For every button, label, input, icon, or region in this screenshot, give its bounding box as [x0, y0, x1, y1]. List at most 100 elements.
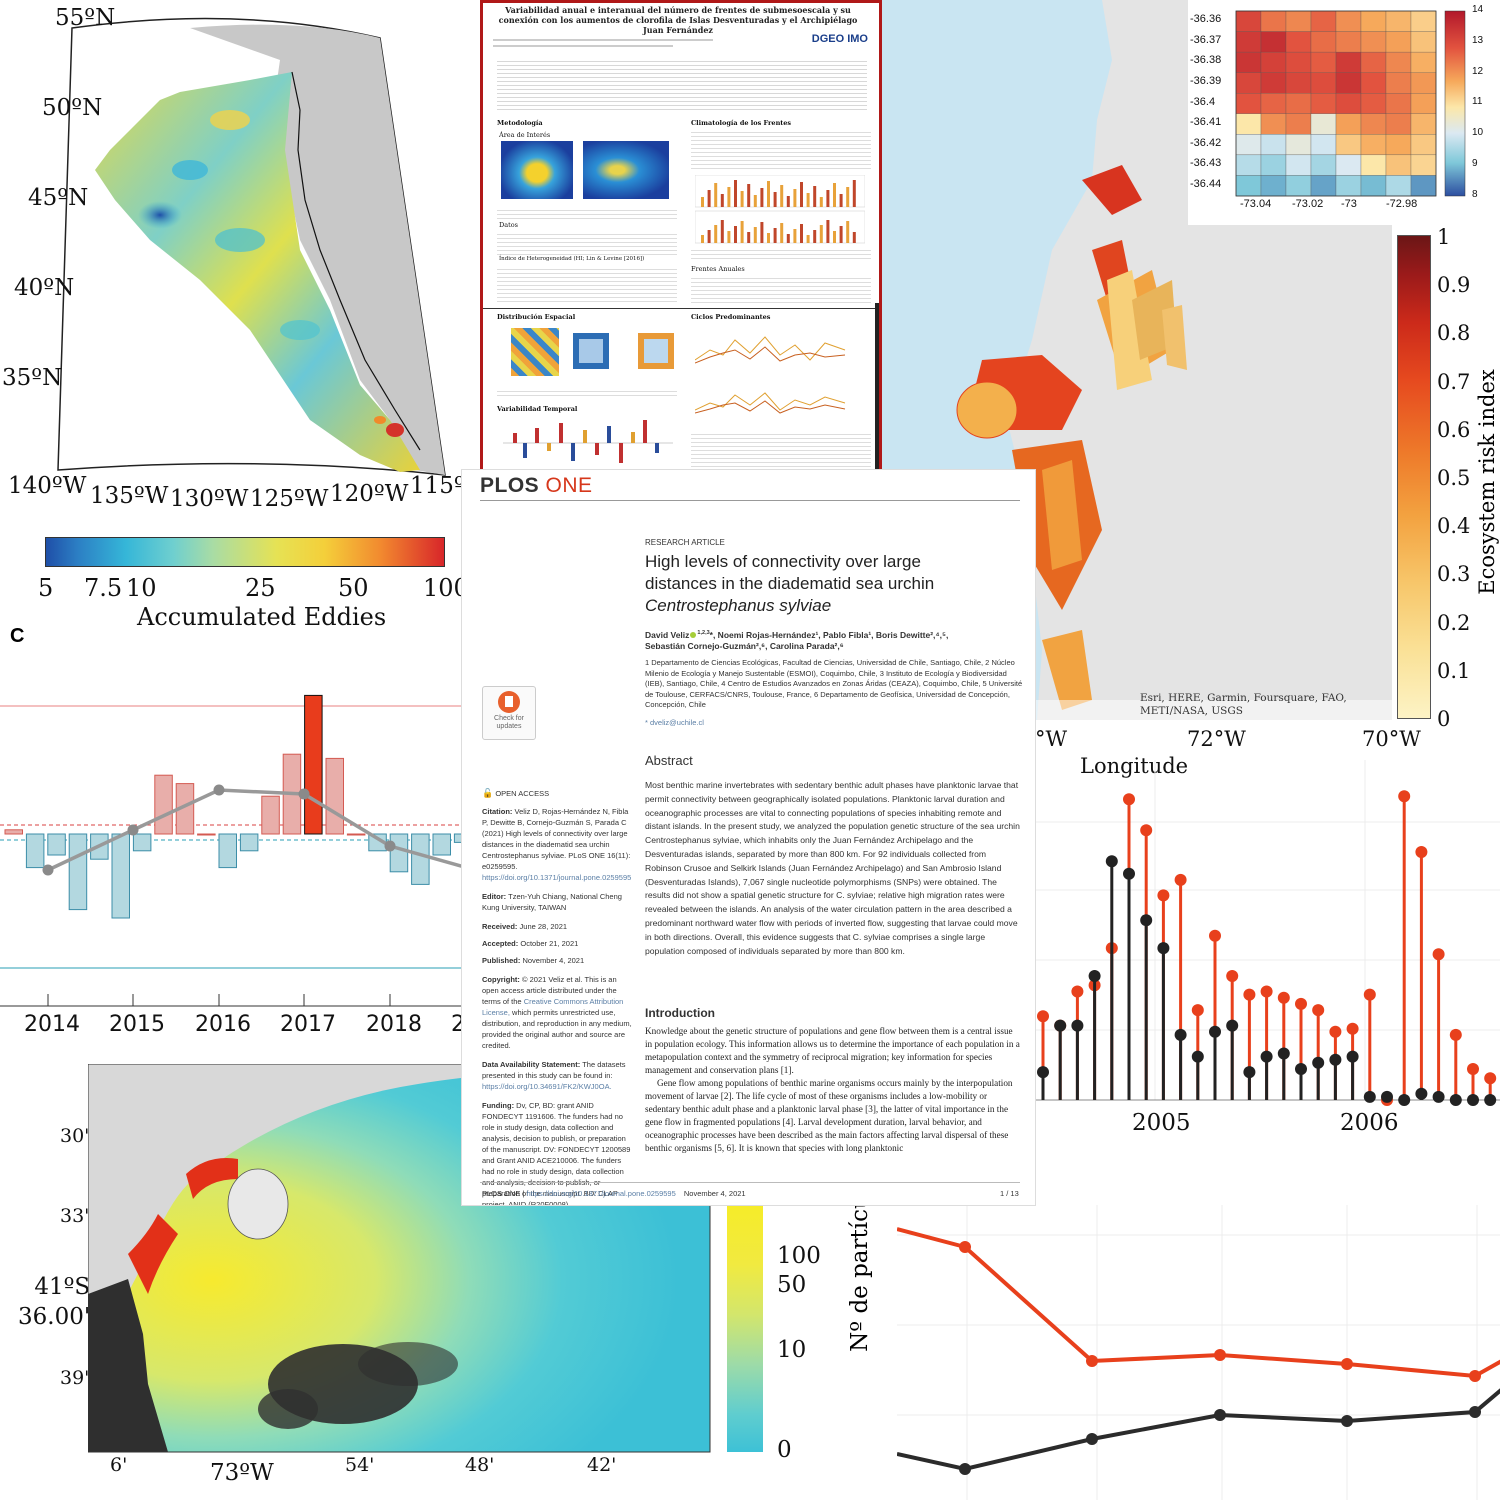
poster-clim-bar — [734, 226, 737, 243]
heatmap-cell — [1310, 10, 1337, 32]
stem-point — [1398, 790, 1411, 803]
line-chart — [897, 1205, 1500, 1500]
stem-point — [1329, 1053, 1342, 1066]
line-point — [1341, 1358, 1353, 1370]
poster-clim-bar — [833, 231, 836, 243]
poster-logo-text: DGEO IMO — [811, 33, 868, 45]
heatmap-cell — [1410, 134, 1437, 156]
bar-chart-panel: C 2014 2015 2016 2017 2018 2 — [0, 620, 462, 1060]
heatmap-cell — [1360, 154, 1387, 176]
stem-point — [1484, 1072, 1497, 1085]
risk-colorbar — [1397, 235, 1431, 719]
published-block: Published: November 4, 2021 — [482, 955, 632, 966]
orcid-icon[interactable] — [690, 631, 697, 638]
cc-license-link[interactable]: Creative Commons Attribution License, — [482, 997, 624, 1017]
poster-section: Índice de Heterogeneidad (HI; Lin & Levi… — [499, 256, 645, 262]
bar — [218, 833, 237, 869]
copyright-rest: which permits unrestricted use, distribu… — [482, 1008, 632, 1050]
heatmap-cell — [1410, 51, 1437, 73]
received-label: Received: — [482, 922, 518, 931]
poster-clim-bar — [826, 190, 830, 207]
eddy-cbar-tick: 25 — [245, 574, 276, 602]
published-date: November 4, 2021 — [522, 956, 585, 965]
stem-point — [1209, 929, 1221, 942]
footer-doi-link[interactable]: https://doi.org/10.1371/journal.pone.025… — [526, 1189, 676, 1198]
heatmap-cell — [1260, 72, 1287, 94]
stem-point — [1484, 1094, 1497, 1106]
heatmap-x-label: -73.04 — [1240, 198, 1272, 210]
heatmap-cell — [1410, 10, 1437, 32]
heatmap-cell — [1410, 154, 1437, 176]
article-title-line: distances in the diadematid sea urchin — [645, 574, 935, 593]
heatmap-cell — [1360, 175, 1387, 197]
accepted-block: Accepted: October 21, 2021 — [482, 938, 632, 949]
heatmap-cell — [1260, 31, 1287, 53]
heatmap-cell — [1260, 93, 1287, 114]
line-point — [1086, 1433, 1098, 1445]
particle-cbar-tick: 100 — [777, 1243, 821, 1269]
heatmap-cell — [1385, 175, 1412, 197]
heatmap-cell — [1310, 113, 1337, 135]
line-path — [897, 1227, 1500, 1379]
stem-chart-panel: 2005 2006 — [1035, 760, 1500, 1180]
heatmap-cell — [1235, 154, 1262, 176]
bar — [111, 833, 130, 919]
bar — [411, 833, 430, 885]
poster-clim-bar — [839, 194, 843, 207]
risk-cbar-tick: 0 — [1437, 707, 1451, 731]
heatmap-cell — [1285, 154, 1312, 176]
particle-cbar-tick: 50 — [777, 1272, 807, 1298]
journal-logo: PLOS ONE — [480, 474, 593, 498]
corresponding-email[interactable]: * dveliz@uchile.cl — [645, 718, 704, 727]
heatmap-y-label: -36.36 — [1190, 13, 1222, 26]
eddy-lat-label: 45ºN — [28, 185, 89, 211]
heatmap-cell — [1410, 31, 1437, 53]
poster-clim-bar — [839, 226, 843, 243]
risk-cbar-tick: 0.9 — [1437, 273, 1471, 298]
check-for-updates-button[interactable]: Check for updates — [482, 686, 536, 740]
poster-climatology-bars — [701, 180, 856, 243]
stem-point — [1226, 1019, 1239, 1032]
trend-point — [127, 824, 139, 836]
author-first[interactable]: David Veliz — [645, 629, 690, 640]
poster-clim-bar — [714, 225, 718, 243]
poster-clim-bar — [786, 234, 790, 243]
heatmap-cell — [1310, 134, 1337, 156]
poster-clim-bar — [720, 194, 724, 207]
heatmap-cbar-tick: 10 — [1472, 127, 1484, 139]
authors-line2: Sebastián Cornejo-Guzmán²,⁶, Carolina Pa… — [645, 640, 844, 651]
stem-point — [1346, 1022, 1359, 1035]
heatmap-cell — [1285, 175, 1312, 197]
journal-name: PLOS — [480, 474, 540, 497]
copyright-label: Copyright: — [482, 975, 520, 984]
risk-xlabel: Longitude — [1080, 754, 1189, 778]
footer-journal: PLOS ONE | — [482, 1189, 525, 1198]
data-link[interactable]: https://doi.org/10.34691/FK2/KWJ0OA. — [482, 1082, 612, 1091]
heatmap-cbar-tick: 12 — [1472, 65, 1484, 77]
poster-clim-bar — [753, 227, 757, 243]
poster-clim-bar — [773, 192, 777, 207]
eddy-lon-label: 125ºW — [250, 486, 329, 512]
eddy-cbar-tick: 7.5 — [84, 574, 123, 602]
heatmap-y-label: -36.43 — [1190, 157, 1222, 170]
stem-point — [1381, 1090, 1393, 1103]
heatmap-y-label: -36.41 — [1190, 116, 1222, 129]
line-point — [1469, 1406, 1481, 1418]
poster-clim-bar — [800, 224, 803, 243]
poster-clim-bar — [833, 183, 836, 207]
poster-clim-bar — [767, 233, 770, 243]
trend-line — [47, 788, 462, 872]
heatmap-cell — [1385, 72, 1412, 94]
poster-clim-bar — [740, 221, 744, 243]
bar-x-label: 2016 — [195, 1012, 251, 1037]
risk-cbar-tick: 0.8 — [1437, 321, 1471, 346]
poster-clim-bar — [800, 182, 803, 207]
heatmap-cell — [1360, 51, 1387, 73]
poster-clim-bar — [806, 193, 810, 207]
heatmap-cell — [1335, 134, 1362, 156]
heatmap-cell — [1335, 31, 1362, 53]
poster-clim-bar — [760, 222, 764, 243]
heatmap-cell — [1235, 134, 1262, 156]
citation-doi-link[interactable]: https://doi.org/10.1371/journal.pone.025… — [482, 873, 632, 882]
poster-clim-bar — [773, 228, 777, 243]
